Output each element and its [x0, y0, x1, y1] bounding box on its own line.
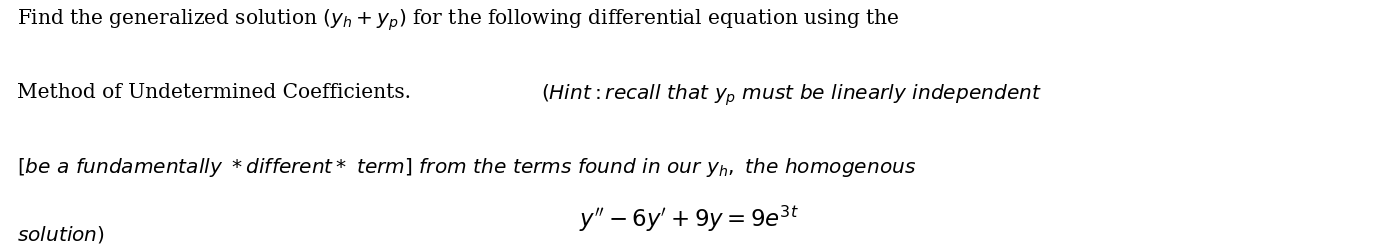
Text: $[be\ a\ fundamentally\ *different*\ term]\ from\ the\ terms\ found\ in\ our\ y_: $[be\ a\ fundamentally\ *different*\ ter…: [17, 156, 916, 179]
Text: Method of Undetermined Coefficients.: Method of Undetermined Coefficients.: [17, 83, 423, 102]
Text: $(Hint: recall\ that\ y_p\ must\ be\ linearly\ independent$: $(Hint: recall\ that\ y_p\ must\ be\ lin…: [542, 83, 1042, 109]
Text: $y'' - 6y' + 9y = 9e^{3t}$: $y'' - 6y' + 9y = 9e^{3t}$: [579, 204, 799, 234]
Text: Find the generalized solution $(y_h + y_p)$ for the following differential equat: Find the generalized solution $(y_h + y_…: [17, 7, 898, 33]
Text: $solution)$: $solution)$: [17, 224, 105, 244]
